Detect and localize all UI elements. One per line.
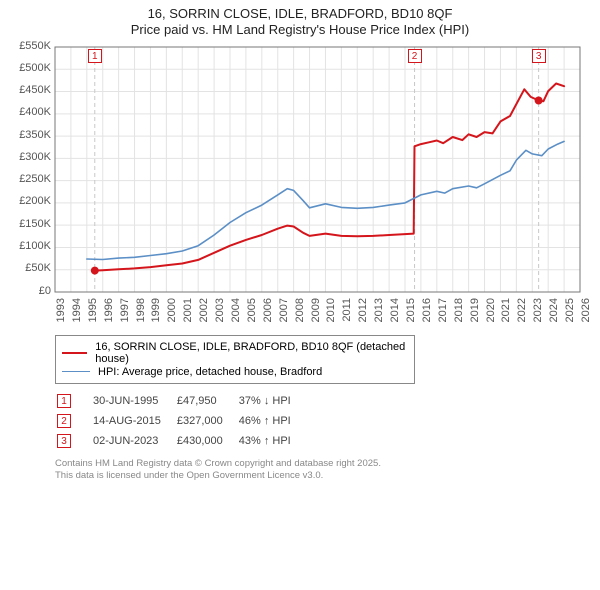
sales-row: 1 30-JUN-1995£47,95037% ↓ HPI bbox=[57, 392, 305, 410]
y-tick-label: £50K bbox=[10, 262, 51, 274]
sale-point-marker bbox=[91, 266, 99, 274]
sale-delta: 37% ↓ HPI bbox=[239, 392, 305, 410]
y-tick-label: £150K bbox=[10, 218, 51, 230]
x-tick-label: 1994 bbox=[71, 298, 83, 328]
x-tick-label: 2008 bbox=[294, 298, 306, 328]
series-price_paid bbox=[95, 83, 564, 270]
x-tick-label: 2011 bbox=[341, 298, 353, 328]
x-tick-label: 2004 bbox=[230, 298, 242, 328]
x-tick-label: 2005 bbox=[246, 298, 258, 328]
title-line-1: 16, SORRIN CLOSE, IDLE, BRADFORD, BD10 8… bbox=[10, 6, 590, 22]
sales-table: 1 30-JUN-1995£47,95037% ↓ HPI 2 14-AUG-2015… bbox=[55, 390, 307, 452]
y-tick-label: £350K bbox=[10, 129, 51, 141]
legend-swatch bbox=[62, 352, 87, 354]
legend-box: 16, SORRIN CLOSE, IDLE, BRADFORD, BD10 8… bbox=[55, 335, 415, 384]
legend-item: 16, SORRIN CLOSE, IDLE, BRADFORD, BD10 8… bbox=[62, 341, 408, 365]
x-tick-label: 2002 bbox=[198, 298, 210, 328]
x-tick-label: 2023 bbox=[532, 298, 544, 328]
chart-area: £0 £50K £100K £150K £200K £250K £300K £350K £400… bbox=[10, 39, 590, 329]
sale-marker-cell: 2 bbox=[57, 414, 71, 428]
x-tick-label: 2022 bbox=[516, 298, 528, 328]
chart-svg bbox=[10, 39, 590, 329]
sale-point-marker bbox=[535, 96, 543, 104]
chart-title: 16, SORRIN CLOSE, IDLE, BRADFORD, BD10 8… bbox=[10, 6, 590, 39]
sale-marker-cell: 1 bbox=[57, 394, 71, 408]
x-tick-label: 1999 bbox=[150, 298, 162, 328]
x-tick-label: 2007 bbox=[278, 298, 290, 328]
y-tick-label: £300K bbox=[10, 151, 51, 163]
x-tick-label: 2025 bbox=[564, 298, 576, 328]
sale-price: £430,000 bbox=[177, 432, 237, 450]
y-tick-label: £250K bbox=[10, 173, 51, 185]
sale-marker-1: 1 bbox=[88, 49, 102, 63]
x-tick-label: 1995 bbox=[87, 298, 99, 328]
sale-date: 14-AUG-2015 bbox=[93, 412, 175, 430]
x-tick-label: 2019 bbox=[469, 298, 481, 328]
x-tick-label: 2003 bbox=[214, 298, 226, 328]
sale-marker-cell: 3 bbox=[57, 434, 71, 448]
x-tick-label: 2021 bbox=[500, 298, 512, 328]
x-tick-label: 1996 bbox=[103, 298, 115, 328]
legend-swatch bbox=[62, 371, 90, 372]
sale-price: £327,000 bbox=[177, 412, 237, 430]
sale-marker-3: 3 bbox=[532, 49, 546, 63]
y-tick-label: £550K bbox=[10, 40, 51, 52]
legend-item: HPI: Average price, detached house, Brad… bbox=[62, 366, 408, 378]
legend-label: HPI: Average price, detached house, Brad… bbox=[98, 366, 322, 378]
x-tick-label: 2024 bbox=[548, 298, 560, 328]
footnote: Contains HM Land Registry data © Crown c… bbox=[55, 458, 590, 483]
x-tick-label: 2015 bbox=[405, 298, 417, 328]
sale-delta: 43% ↑ HPI bbox=[239, 432, 305, 450]
x-tick-label: 2001 bbox=[182, 298, 194, 328]
page-frame: 16, SORRIN CLOSE, IDLE, BRADFORD, BD10 8… bbox=[0, 0, 600, 590]
y-tick-label: £450K bbox=[10, 84, 51, 96]
sale-marker-2: 2 bbox=[408, 49, 422, 63]
y-tick-label: £0 bbox=[10, 285, 51, 297]
sale-date: 30-JUN-1995 bbox=[93, 392, 175, 410]
x-tick-label: 2016 bbox=[421, 298, 433, 328]
x-tick-label: 1998 bbox=[135, 298, 147, 328]
x-tick-label: 2000 bbox=[166, 298, 178, 328]
y-tick-label: £200K bbox=[10, 195, 51, 207]
x-tick-label: 2006 bbox=[262, 298, 274, 328]
sales-row: 2 14-AUG-2015£327,00046% ↑ HPI bbox=[57, 412, 305, 430]
x-tick-label: 1997 bbox=[119, 298, 131, 328]
sale-date: 02-JUN-2023 bbox=[93, 432, 175, 450]
sale-delta: 46% ↑ HPI bbox=[239, 412, 305, 430]
footnote-line-1: Contains HM Land Registry data © Crown c… bbox=[55, 458, 590, 470]
footnote-line-2: This data is licensed under the Open Gov… bbox=[55, 470, 590, 482]
sales-row: 3 02-JUN-2023£430,00043% ↑ HPI bbox=[57, 432, 305, 450]
y-tick-label: £500K bbox=[10, 62, 51, 74]
x-tick-label: 2026 bbox=[580, 298, 592, 328]
x-tick-label: 1993 bbox=[55, 298, 67, 328]
title-line-2: Price paid vs. HM Land Registry's House … bbox=[10, 22, 590, 38]
sale-price: £47,950 bbox=[177, 392, 237, 410]
y-tick-label: £100K bbox=[10, 240, 51, 252]
x-tick-label: 2012 bbox=[357, 298, 369, 328]
legend-label: 16, SORRIN CLOSE, IDLE, BRADFORD, BD10 8… bbox=[95, 341, 408, 365]
x-tick-label: 2020 bbox=[485, 298, 497, 328]
x-tick-label: 2017 bbox=[437, 298, 449, 328]
x-tick-label: 2018 bbox=[453, 298, 465, 328]
x-tick-label: 2013 bbox=[373, 298, 385, 328]
x-tick-label: 2010 bbox=[325, 298, 337, 328]
x-tick-label: 2009 bbox=[310, 298, 322, 328]
x-tick-label: 2014 bbox=[389, 298, 401, 328]
y-tick-label: £400K bbox=[10, 106, 51, 118]
